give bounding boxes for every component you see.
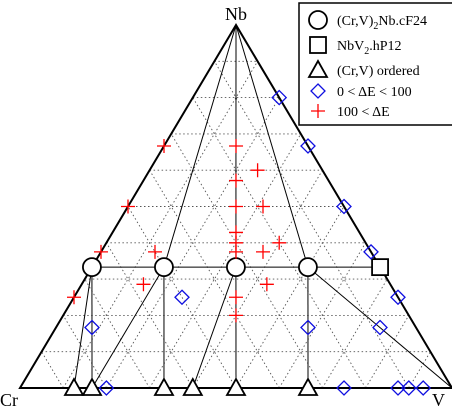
plus-marker — [256, 199, 270, 214]
legend-plus-marker — [311, 104, 325, 118]
plus-marker — [229, 138, 244, 153]
plus-marker — [229, 308, 243, 323]
diamond-marker — [390, 380, 406, 396]
tie-line — [307, 266, 452, 389]
square-marker — [371, 258, 389, 277]
legend-label-subscript: 2 — [364, 46, 369, 57]
grid-lines — [41, 60, 431, 389]
plus-marker — [229, 199, 243, 214]
legend-triangle-marker — [307, 59, 329, 78]
legend-label-main: NbV — [337, 39, 364, 54]
diamond-marker — [300, 138, 316, 154]
diamond-marker — [300, 319, 316, 336]
diamond-marker — [174, 289, 190, 306]
plus-marker — [229, 225, 243, 240]
corner-label-v: V — [432, 390, 445, 410]
triangle-marker — [63, 377, 85, 396]
diamond-marker — [84, 319, 100, 336]
grid-line — [214, 61, 410, 389]
plus-marker — [121, 199, 135, 214]
plus-marker — [229, 290, 243, 305]
plus-marker — [250, 163, 265, 178]
plus-marker — [229, 173, 243, 188]
data-markers — [63, 89, 432, 396]
grid-line — [149, 133, 302, 389]
triangle-marker — [225, 377, 247, 396]
plus-marker — [148, 244, 162, 259]
legend-entry: (Cr,V)2Nb.cF24 — [308, 10, 427, 32]
plus-marker — [136, 277, 151, 292]
triangle-marker — [81, 377, 103, 396]
plus-marker — [256, 244, 270, 259]
corner-label-nb: Nb — [225, 4, 247, 24]
grid-line — [322, 278, 388, 389]
legend-label-main: 100 < ΔE — [337, 105, 390, 120]
legend-label: NbV2.hP12 — [337, 39, 402, 57]
corner-label-cr: Cr — [0, 390, 18, 410]
diamond-marker — [415, 380, 432, 396]
triangle-marker — [297, 377, 319, 396]
diamond-marker — [372, 319, 388, 336]
diamond-marker — [336, 380, 352, 396]
grid-line — [62, 61, 258, 389]
legend-label: 100 < ΔE — [337, 105, 390, 120]
tie-line — [235, 24, 309, 268]
circle-marker — [154, 257, 174, 278]
diamond-marker — [271, 89, 288, 106]
legend-square-marker — [309, 36, 327, 54]
diamond-marker — [390, 289, 406, 306]
circle-marker — [82, 257, 102, 278]
legend-label-main: (Cr,V) ordered — [337, 64, 420, 79]
diamond-marker — [98, 380, 115, 396]
circle-marker — [226, 257, 246, 278]
legend-label-subscript: 2 — [373, 21, 378, 32]
grid-line — [408, 351, 431, 389]
grid-line — [170, 133, 323, 389]
legend-label-tail: Nb.cF24 — [378, 14, 427, 29]
tie-line — [91, 266, 165, 389]
triangle-marker — [153, 377, 175, 396]
legend-diamond-marker — [310, 83, 326, 99]
tie-line — [192, 266, 237, 389]
legend-circle-marker — [308, 10, 328, 30]
diamond-marker — [363, 243, 379, 260]
plus-marker — [94, 244, 108, 259]
legend-entry: 100 < ΔE — [311, 104, 390, 120]
diamond-marker — [400, 380, 417, 396]
legend-entry: 0 < ΔE < 100 — [310, 83, 412, 100]
grid-line — [41, 351, 64, 389]
legend-label: 0 < ΔE < 100 — [337, 85, 412, 100]
legend-entry: (Cr,V) ordered — [307, 59, 420, 79]
diamond-marker — [336, 198, 352, 215]
legend-label: (Cr,V)2Nb.cF24 — [337, 14, 427, 32]
grid-line — [127, 206, 237, 389]
legend-entry: NbV2.hP12 — [309, 36, 402, 57]
triangle-marker — [182, 377, 204, 396]
legend-label: (Cr,V) ordered — [337, 64, 420, 79]
plus-marker — [67, 290, 81, 305]
tie-line — [163, 24, 237, 268]
legend-label-tail: .hP12 — [369, 39, 401, 54]
plus-marker — [157, 138, 172, 153]
circle-marker — [298, 257, 318, 278]
plus-marker — [272, 235, 287, 250]
legend-label-main: 0 < ΔE < 100 — [337, 85, 412, 100]
legend-label-main: (Cr,V) — [337, 14, 374, 29]
grid-line — [84, 278, 150, 389]
tie-line — [73, 267, 93, 389]
grid-line — [235, 206, 345, 389]
plus-marker — [259, 277, 274, 292]
